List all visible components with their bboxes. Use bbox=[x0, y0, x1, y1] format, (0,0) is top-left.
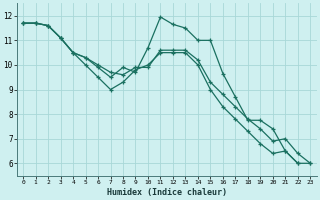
X-axis label: Humidex (Indice chaleur): Humidex (Indice chaleur) bbox=[107, 188, 227, 197]
